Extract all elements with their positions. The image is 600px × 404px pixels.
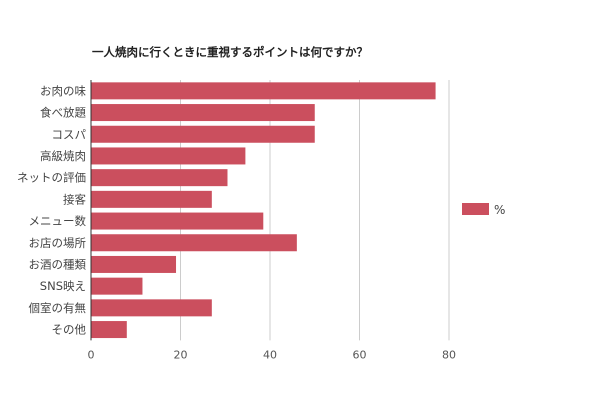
bar	[91, 190, 212, 208]
category-label: 接客	[63, 192, 86, 206]
bar	[91, 255, 177, 273]
x-tick-label: 60	[353, 348, 367, 361]
legend-label: %	[494, 203, 505, 217]
category-label: ネットの評価	[17, 171, 86, 185]
bar	[91, 104, 315, 122]
bar	[91, 234, 297, 252]
category-label: お店の場所	[29, 236, 87, 250]
x-tick-label: 20	[174, 348, 188, 361]
bar	[91, 212, 264, 230]
category-label: 高級焼肉	[40, 149, 86, 163]
bar	[91, 277, 143, 295]
category-label: メニュー数	[29, 214, 87, 228]
bar	[91, 169, 228, 187]
category-label: お酒の種類	[29, 257, 87, 271]
x-tick-label: 0	[88, 348, 95, 361]
x-tick-label: 80	[442, 348, 456, 361]
legend: %	[462, 203, 505, 217]
category-label: 個室の有無	[29, 301, 87, 315]
bar	[91, 147, 246, 165]
bar-layer	[91, 82, 436, 339]
category-label: お肉の味	[40, 84, 86, 98]
x-tick-label: 40	[263, 348, 277, 361]
category-label: その他	[52, 323, 87, 337]
category-label: 食べ放題	[40, 106, 86, 120]
bar	[91, 82, 436, 100]
axis-layer: 0 20 40 60 80 お肉の味食べ放題コスパ高級焼肉ネットの評価接客メニュー数お店の…	[17, 80, 456, 361]
bar	[91, 299, 212, 317]
legend-swatch	[462, 203, 489, 215]
category-label: コスパ	[52, 127, 87, 141]
grid-layer	[180, 80, 450, 341]
chart-title: 一人焼肉に行くときに重視するポイントは何ですか？	[92, 45, 368, 59]
bar	[91, 321, 127, 339]
category-label: SNS映え	[40, 279, 86, 293]
bar	[91, 125, 315, 143]
